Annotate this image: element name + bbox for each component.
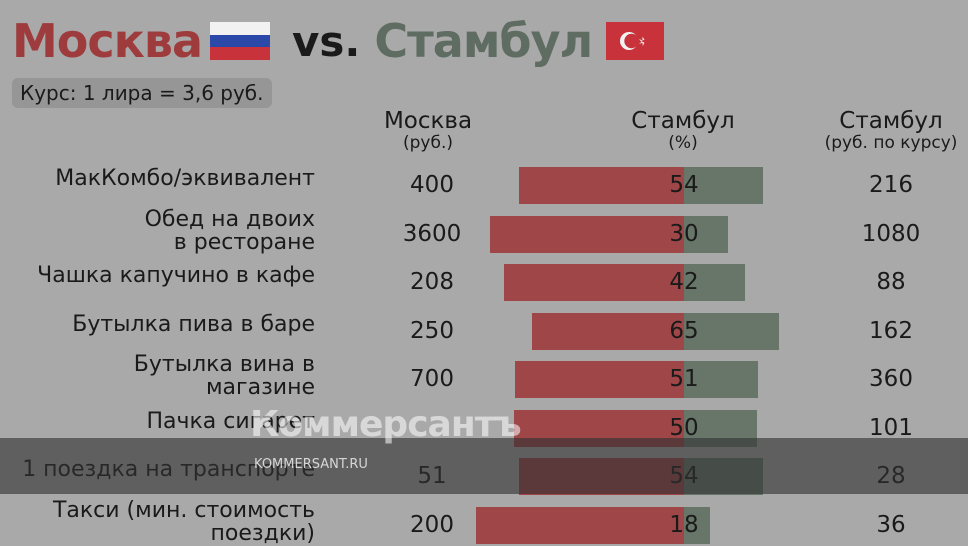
- istanbul-pct-label: 51: [669, 366, 699, 392]
- moscow-value: 700: [410, 366, 454, 392]
- istanbul-bar: [684, 506, 710, 544]
- row-label: Чашка капучино в кафе: [37, 264, 315, 287]
- russia-flag-icon: [210, 22, 271, 60]
- row-label-line: Бутылка пива в баре: [72, 311, 315, 337]
- istanbul-rub-value: 1080: [861, 220, 921, 247]
- istanbul-bar: [684, 361, 758, 398]
- column-title: Стамбул: [839, 108, 943, 134]
- row-label: МакКомбо/эквивалент: [55, 167, 315, 190]
- column-header-istanbul-pct: Стамбул (%): [618, 110, 748, 152]
- row-label: Бутылка вина в магазине: [134, 353, 315, 399]
- exchange-rate-label: Курс: 1 лира = 3,6 руб.: [12, 78, 272, 108]
- title-istanbul: Стамбул: [374, 14, 593, 68]
- istanbul-rub-value: 162: [869, 317, 913, 344]
- watermark-logo: Коммерсантъ: [250, 404, 522, 445]
- istanbul-bar: [684, 312, 779, 350]
- moscow-value: 208: [410, 269, 454, 295]
- title-vs: vs.: [292, 16, 361, 66]
- istanbul-bar: [684, 167, 763, 204]
- moscow-bar: [515, 361, 684, 398]
- row-label: Такси (мин. стоимость поездки): [53, 499, 315, 545]
- column-header-moscow: Москва (руб.): [372, 110, 484, 152]
- istanbul-pct-label: 54: [669, 172, 699, 198]
- row-label-line: в ресторане: [173, 229, 315, 255]
- column-unit: (руб.): [402, 133, 453, 153]
- istanbul-pct-label: 65: [669, 317, 699, 344]
- row-label-line: Бутылка вина в: [133, 352, 315, 377]
- istanbul-rub-value: 216: [869, 172, 913, 198]
- row-label-line: МакКомбо/эквивалент: [55, 166, 315, 191]
- column-title: Москва: [383, 108, 473, 134]
- istanbul-rub-value: 101: [869, 414, 913, 441]
- row-label-line: Такси (мин. стоимость: [52, 497, 315, 523]
- moscow-bar: [490, 215, 684, 253]
- column-unit: (%): [668, 133, 698, 153]
- column-header-istanbul-rub: Стамбул (руб. по курсу): [812, 110, 968, 152]
- title-moscow: Москва: [12, 14, 203, 68]
- row-label-line: поездки): [210, 520, 315, 546]
- column-unit: (руб. по курсу): [824, 133, 958, 153]
- istanbul-bar: [684, 264, 745, 301]
- istanbul-pct-label: 50: [669, 414, 699, 441]
- moscow-value: 3600: [402, 220, 462, 247]
- istanbul-rub-value: 360: [869, 366, 913, 392]
- moscow-value: 200: [410, 511, 454, 538]
- watermark-url: KOMMERSANT.RU: [254, 457, 368, 472]
- istanbul-rub-value: 36: [876, 511, 906, 538]
- watermark-band: [0, 438, 968, 494]
- row-label-line: Пачка сигарет: [146, 408, 315, 434]
- istanbul-bar: [684, 215, 728, 253]
- moscow-value: 250: [410, 317, 454, 344]
- chart-title: Москва vs. Стамбул: [12, 14, 665, 68]
- row-label-line: Обед на двоих: [144, 206, 315, 232]
- moscow-bar: [504, 264, 684, 301]
- row-label: Обед на двоих в ресторане: [145, 208, 315, 254]
- row-label: Бутылка пива в баре: [72, 313, 315, 336]
- moscow-value: 400: [410, 172, 454, 198]
- istanbul-pct-label: 42: [669, 269, 699, 295]
- istanbul-rub-value: 88: [876, 269, 906, 295]
- moscow-bar: [532, 312, 684, 350]
- row-label: Пачка сигарет: [146, 410, 315, 433]
- row-label-line: магазине: [205, 375, 315, 400]
- row-label-line: Чашка капучино в кафе: [37, 263, 315, 288]
- column-title: Стамбул: [631, 108, 735, 134]
- moscow-bar: [476, 506, 684, 544]
- moscow-bar: [519, 167, 684, 204]
- istanbul-pct-label: 30: [669, 220, 699, 247]
- turkey-flag-icon: [606, 22, 665, 60]
- istanbul-pct-label: 18: [669, 511, 699, 538]
